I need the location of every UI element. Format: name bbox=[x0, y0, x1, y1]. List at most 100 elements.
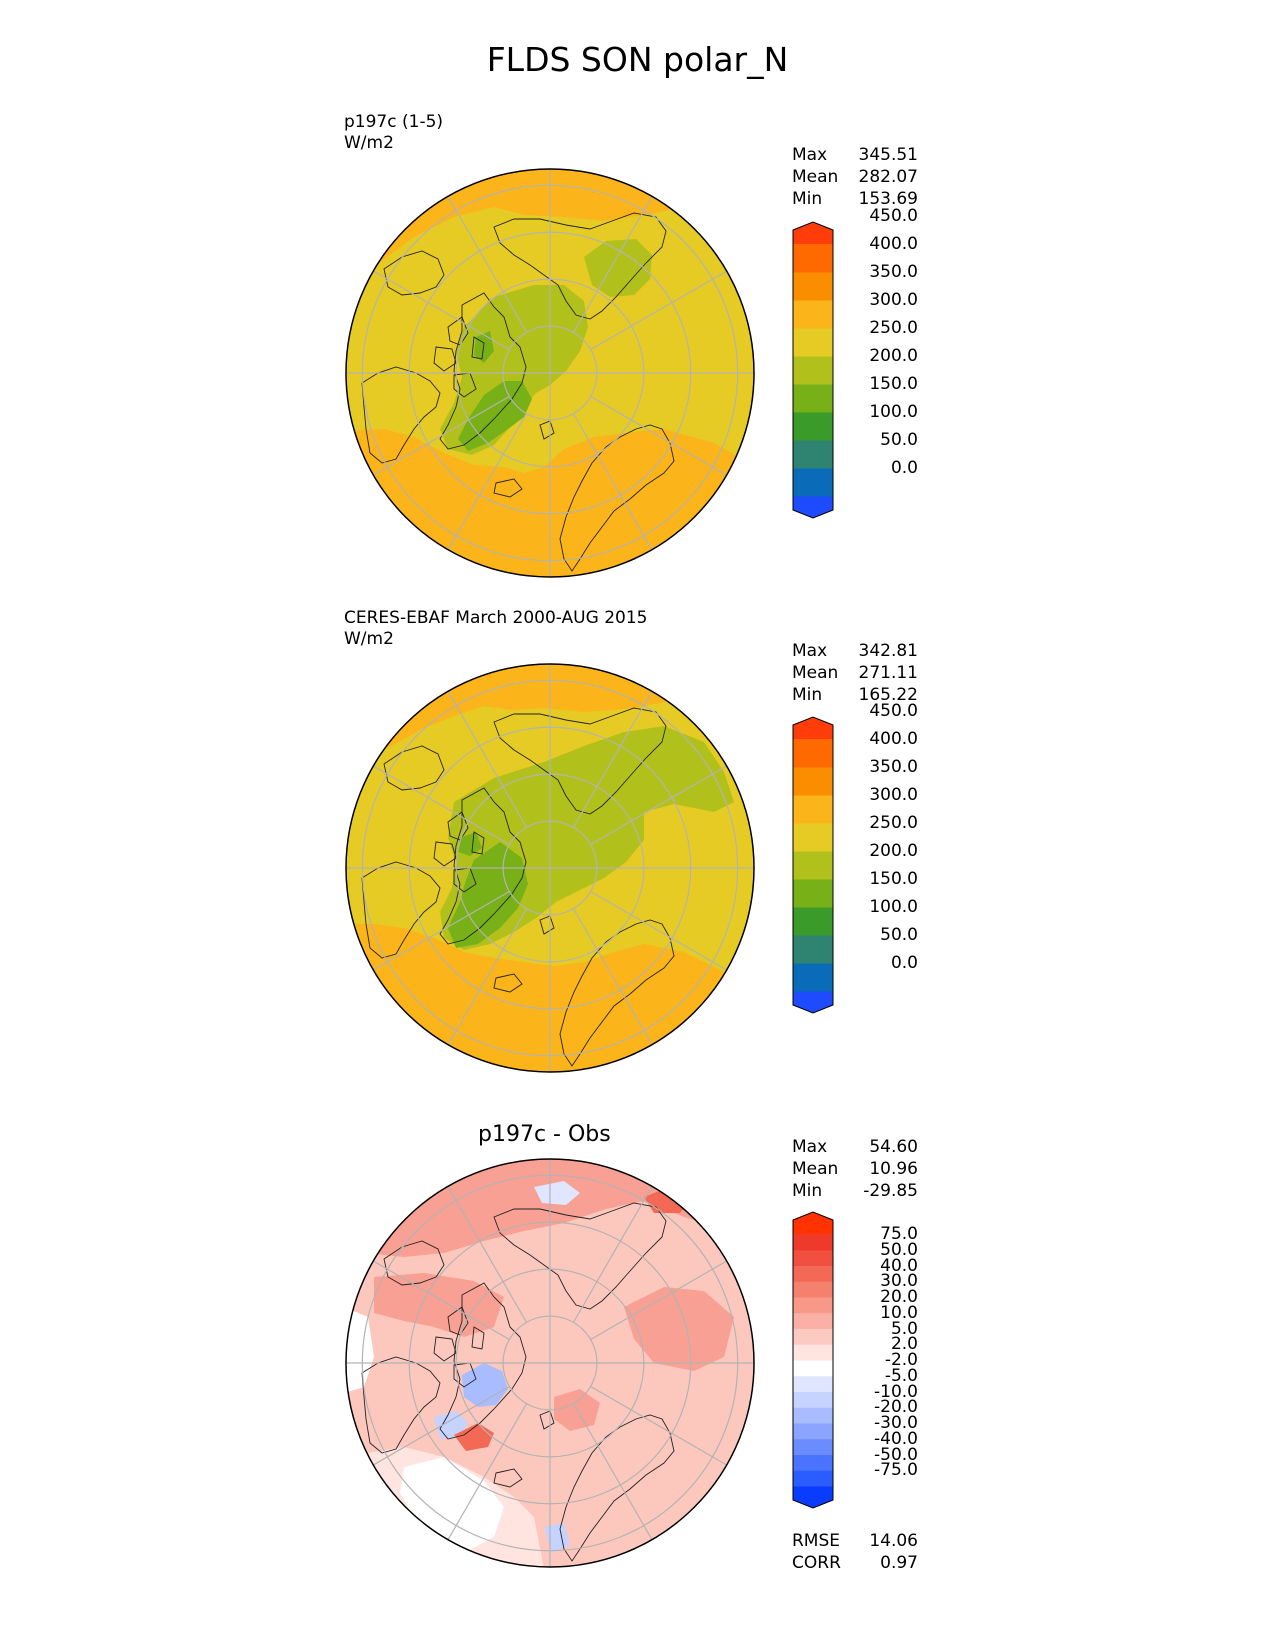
colorbar-tick-label: 250.0 bbox=[869, 813, 918, 833]
coastline bbox=[383, 250, 445, 296]
colorbar-tick-label: 150.0 bbox=[869, 869, 918, 889]
colorbar-tick-label: 20.0 bbox=[880, 1287, 918, 1307]
map-boundary bbox=[345, 1158, 755, 1568]
colorbar-tick-label: 400.0 bbox=[869, 234, 918, 254]
stat-label: Min bbox=[792, 685, 823, 705]
colorbar-tick-label: -5.0 bbox=[884, 1365, 918, 1386]
panel-1-stats: Max 345.51 Mean 282.07 Min 153.69 bbox=[792, 144, 918, 210]
stat-label: Max bbox=[792, 145, 828, 165]
colorbar-extend-high bbox=[793, 717, 833, 739]
colorbar-segment bbox=[793, 272, 833, 301]
colorbar-outline bbox=[792, 716, 834, 1014]
colorbar-segment bbox=[793, 851, 833, 880]
colorbar-segment bbox=[793, 244, 833, 273]
meridian-line bbox=[447, 196, 528, 333]
colorbar-tick-label: 150.0 bbox=[869, 374, 918, 394]
colorbar-tick-label: 100.0 bbox=[869, 402, 918, 422]
map-graticule bbox=[346, 169, 754, 577]
colorbar-tick-label: 30.0 bbox=[880, 1271, 918, 1292]
panel-3-colorbar-ticks: -75.0 -50.0 -40.0 -30.0 -20.0 -10.0 -5.0 -2.0 2.… bbox=[838, 1212, 918, 1508]
meridian-line bbox=[447, 1186, 528, 1323]
colorbar-tick-label: 250.0 bbox=[869, 318, 918, 338]
map-contour-region bbox=[462, 1363, 508, 1407]
meridian-line bbox=[373, 270, 510, 351]
stat-mean-value: 282.07 bbox=[858, 167, 918, 187]
colorbar-extend-high bbox=[793, 222, 833, 244]
meridian-line bbox=[590, 395, 727, 476]
stat-label: Min bbox=[792, 189, 823, 209]
coastline bbox=[493, 212, 667, 320]
stat-label: Min bbox=[792, 1181, 823, 1201]
stat-min-value: -29.85 bbox=[863, 1181, 918, 1201]
meridian-line bbox=[373, 1385, 510, 1466]
panel-2-colorbar bbox=[792, 716, 834, 1014]
stat-label: Mean bbox=[792, 1159, 839, 1179]
map-contour-region bbox=[534, 1181, 580, 1205]
stat-corr-value: 0.97 bbox=[880, 1553, 918, 1573]
coastline bbox=[447, 811, 469, 841]
colorbar-segment bbox=[793, 328, 833, 357]
colorbar-tick-label: -10.0 bbox=[874, 1381, 918, 1402]
coastline bbox=[383, 1240, 445, 1286]
colorbar-tick-label: -40.0 bbox=[874, 1428, 918, 1449]
colorbar-tick-label: -20.0 bbox=[874, 1397, 918, 1418]
meridian-line bbox=[590, 890, 727, 971]
stat-min-value: 165.22 bbox=[858, 685, 918, 705]
map-contour-region bbox=[346, 1307, 374, 1393]
panel-3-polar-map bbox=[345, 1158, 755, 1568]
meridian-line bbox=[572, 196, 653, 333]
colorbar-outline bbox=[792, 1211, 834, 1509]
colorbar-extend-high bbox=[793, 1212, 833, 1234]
coastline bbox=[433, 841, 457, 867]
meridian-line bbox=[572, 908, 653, 1045]
colorbar-segment bbox=[793, 963, 833, 992]
colorbar-tick-label: -75.0 bbox=[874, 1460, 918, 1481]
colorbar-segment bbox=[793, 440, 833, 469]
meridian-line bbox=[572, 1186, 653, 1323]
meridian-line bbox=[447, 691, 528, 828]
colorbar-segment bbox=[793, 1438, 833, 1455]
stat-label: Mean bbox=[792, 663, 839, 683]
meridian-line bbox=[590, 1385, 727, 1466]
colorbar-tick-label: 5.0 bbox=[890, 1318, 918, 1339]
panel-2-colorbar-ticks: 0.0 50.0 100.0 150.0 200.0 250.0 300.0 350.0 400… bbox=[838, 703, 918, 1013]
map-field-layer bbox=[346, 664, 754, 1072]
stat-max-value: 342.81 bbox=[858, 641, 918, 661]
coastline bbox=[433, 1336, 457, 1362]
panel-1-colorbar bbox=[792, 221, 834, 519]
colorbar-segment bbox=[793, 1344, 833, 1361]
stat-label: Max bbox=[792, 641, 828, 661]
coastline bbox=[539, 1410, 555, 1430]
coastline bbox=[447, 1306, 469, 1336]
colorbar-tick-label: 50.0 bbox=[880, 925, 918, 945]
colorbar-extend-low bbox=[793, 496, 833, 518]
colorbar-tick-label: 300.0 bbox=[869, 290, 918, 310]
colorbar-segment bbox=[793, 1470, 833, 1487]
panel-1-label: p197c (1-5) W/m2 bbox=[344, 112, 443, 154]
colorbar-tick-label: 100.0 bbox=[869, 897, 918, 917]
meridian-line bbox=[373, 765, 510, 846]
coastline bbox=[559, 919, 675, 1067]
coastline bbox=[493, 478, 523, 498]
colorbar-tick-label: 50.0 bbox=[880, 430, 918, 450]
panel-3-subtitle: p197c - Obs bbox=[478, 1122, 611, 1147]
map-boundary bbox=[345, 663, 755, 1073]
colorbar-segment bbox=[793, 412, 833, 441]
meridian-line bbox=[447, 908, 528, 1045]
colorbar-segment bbox=[793, 468, 833, 497]
coastline bbox=[559, 424, 675, 572]
colorbar-segment bbox=[793, 739, 833, 768]
colorbar-segment bbox=[793, 384, 833, 413]
stat-rmse-value: 14.06 bbox=[869, 1531, 918, 1551]
colorbar-tick-label: 10.0 bbox=[880, 1302, 918, 1323]
panel-1-polar-map bbox=[345, 168, 755, 578]
map-contour-region bbox=[584, 239, 652, 297]
panel-2-stats: Max 342.81 Mean 271.11 Min 165.22 bbox=[792, 640, 918, 706]
colorbar-segment bbox=[793, 1407, 833, 1424]
colorbar-segment bbox=[793, 1281, 833, 1298]
stat-label: Mean bbox=[792, 167, 839, 187]
meridian-line bbox=[572, 691, 653, 828]
colorbar-tick-label: 350.0 bbox=[869, 757, 918, 777]
meridian-line bbox=[447, 1403, 528, 1540]
colorbar-segment bbox=[793, 935, 833, 964]
